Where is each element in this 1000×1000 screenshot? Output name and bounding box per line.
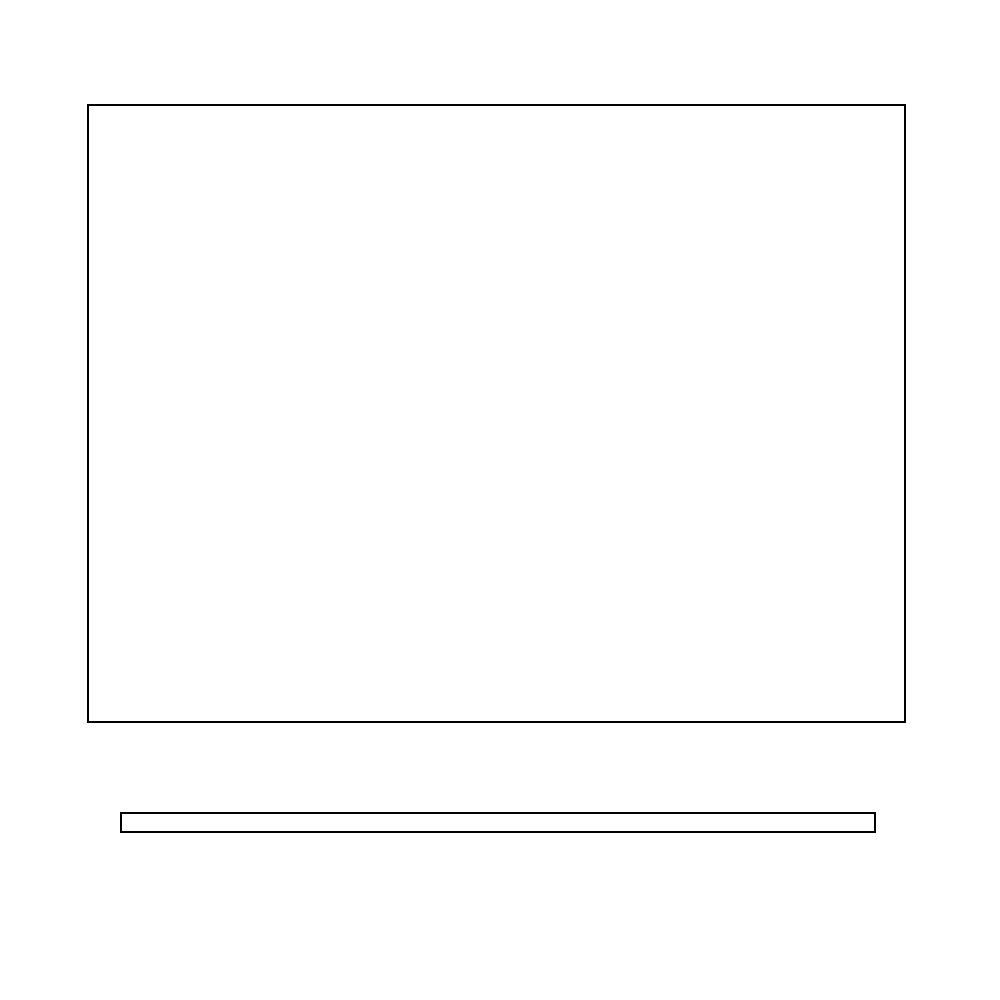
plot-area — [88, 105, 905, 722]
colorbar — [120, 812, 876, 833]
contour-plot-canvas — [88, 105, 905, 722]
